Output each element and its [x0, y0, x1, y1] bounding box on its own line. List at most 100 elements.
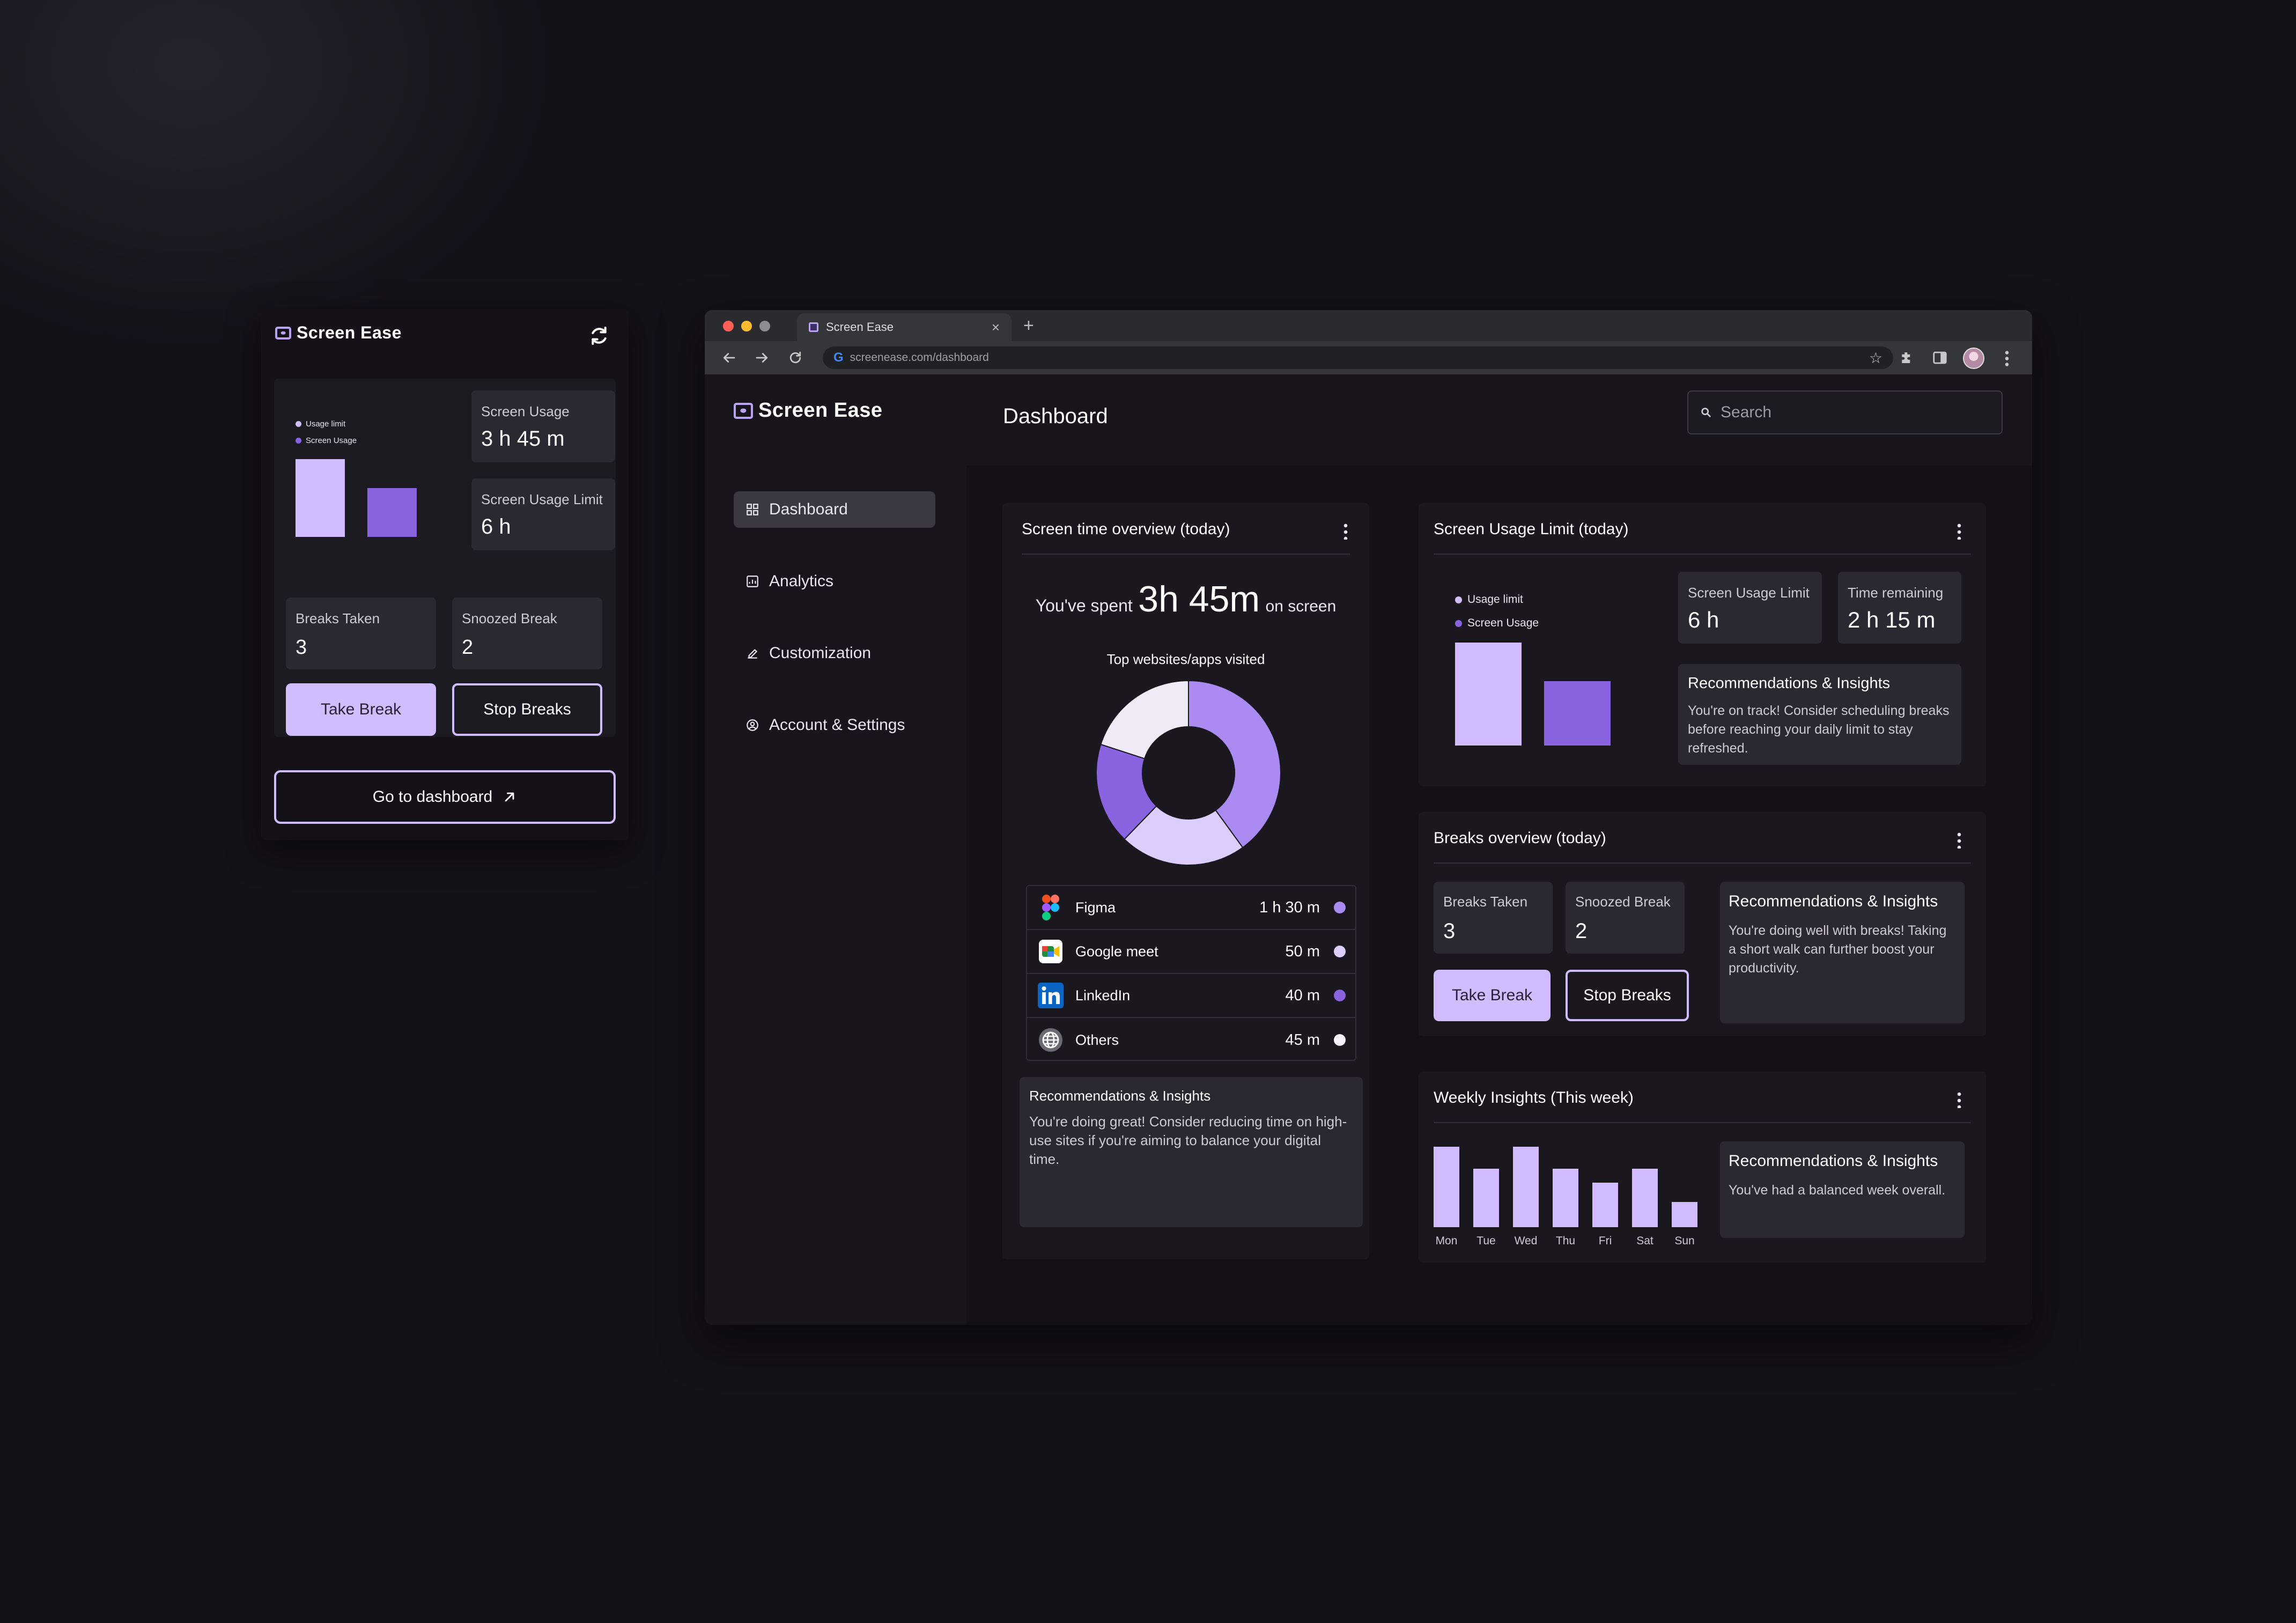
weekly-recommendations: Recommendations & Insights You've had a … [1720, 1141, 1965, 1238]
donut-slice-others [1100, 680, 1189, 759]
breaks-overview-panel: Breaks overview (today) Breaks Taken 3 S… [1419, 812, 1986, 1036]
popup-stop-breaks-button[interactable]: Stop Breaks [452, 683, 602, 736]
refresh-icon[interactable] [588, 325, 610, 346]
new-tab-icon[interactable]: + [1023, 315, 1034, 336]
go-to-dashboard-button[interactable]: Go to dashboard [274, 770, 616, 824]
app-name: Figma [1075, 899, 1116, 916]
popup-usage-panel: Usage limit Screen Usage Screen Usage 3 … [274, 379, 616, 588]
browser-tab[interactable]: Screen Ease × [797, 313, 1012, 341]
usage-limit-bar [296, 459, 345, 537]
profile-avatar[interactable] [1963, 348, 1984, 369]
stop-breaks-button[interactable]: Stop Breaks [1566, 970, 1689, 1021]
back-arrow-icon[interactable] [721, 350, 737, 366]
tab-favicon-icon [809, 322, 818, 332]
maximize-window-button[interactable] [759, 321, 770, 331]
donut-slice-linkedin [1096, 743, 1157, 840]
limit-menu-icon[interactable] [1957, 522, 1961, 540]
tab-close-icon[interactable]: × [991, 319, 1000, 335]
browser-menu-icon[interactable] [2005, 350, 2009, 367]
search-input[interactable]: Search [1687, 390, 2003, 434]
donut-slice-figma [1188, 680, 1281, 849]
popup-take-break-button[interactable]: Take Break [286, 683, 436, 736]
page-title: Dashboard [1003, 404, 1108, 428]
app-name: LinkedIn [1075, 987, 1131, 1004]
chart-icon [747, 576, 758, 587]
weekly-bar-sun [1672, 1202, 1697, 1227]
weekly-insights-panel: Weekly Insights (This week) Mon Tue Wed Thu… [1419, 1072, 1986, 1263]
app-color-dot [1334, 946, 1346, 957]
app-name: Google meet [1075, 943, 1158, 960]
screen-time-overview-panel: Screen time overview (today) You've spen… [1002, 503, 1369, 1259]
nav-customization[interactable]: Customization [734, 635, 935, 672]
app-color-dot [1334, 902, 1346, 913]
search-icon [1701, 408, 1711, 417]
weekly-label-wed: Wed [1514, 1235, 1538, 1247]
app-time: 1 h 30 m [1259, 898, 1320, 916]
take-break-button[interactable]: Take Break [1434, 970, 1551, 1021]
nav-analytics[interactable]: Analytics [734, 563, 935, 600]
google-icon: G [833, 350, 844, 365]
weekly-bar-thu [1553, 1169, 1578, 1227]
app-row-figma: Figma 1 h 30 m [1027, 886, 1355, 930]
dashboard-main: Screen time overview (today) You've spen… [966, 466, 2032, 1325]
weekly-bar-tue [1473, 1169, 1499, 1227]
popup-screen-usage-card: Screen Usage 3 h 45 m [471, 390, 615, 462]
app-time: 45 m [1285, 1031, 1320, 1049]
usage-limit-bar [1455, 643, 1522, 746]
popup-usage-chart [296, 459, 435, 577]
app-time: 40 m [1285, 986, 1320, 1004]
popup-brand: Screen Ease [275, 323, 402, 343]
extension-popup: Screen Ease Usage limit Screen Usage Scr… [261, 309, 629, 840]
address-bar: G screenease.com/dashboard ☆ [705, 341, 2032, 374]
overview-menu-icon[interactable] [1343, 522, 1348, 540]
nav-account-settings[interactable]: Account & Settings [734, 707, 935, 743]
breaks-recommendations: Recommendations & Insights You're doing … [1720, 882, 1965, 1023]
globe-icon [1037, 1027, 1065, 1053]
popup-legend: Usage limit Screen Usage [296, 419, 357, 445]
extensions-puzzle-icon[interactable] [1899, 350, 1915, 366]
weekly-label-sun: Sun [1674, 1235, 1695, 1247]
weekly-bar-chart: Mon Tue Wed Thu Fri Sat Sun [1434, 1136, 1712, 1251]
grid-icon [747, 504, 758, 515]
popup-breaks-taken-card: Breaks Taken 3 [286, 597, 436, 669]
breaks-taken-card: Breaks Taken 3 [1434, 882, 1553, 954]
user-circle-icon [747, 719, 758, 731]
limit-usage-limit-card: Screen Usage Limit 6 h [1678, 572, 1822, 644]
forward-arrow-icon[interactable] [754, 350, 770, 366]
app-color-dot [1334, 990, 1346, 1001]
top-apps-list: Figma 1 h 30 m Google meet 50 m LinkedIn… [1026, 885, 1356, 1061]
spent-summary: You've spent 3h 45m on screen [1035, 579, 1337, 619]
weekly-label-mon: Mon [1435, 1235, 1458, 1247]
weekly-label-sat: Sat [1636, 1235, 1653, 1247]
weekly-menu-icon[interactable] [1957, 1091, 1961, 1108]
screen-ease-logo-icon [275, 326, 291, 340]
app-brand: Screen Ease [734, 399, 883, 422]
weekly-label-fri: Fri [1598, 1235, 1612, 1247]
app: Screen Ease Dashboard Analytics Customiz… [705, 374, 2032, 1325]
linkedin-icon [1037, 983, 1065, 1008]
time-remaining-card: Time remaining 2 h 15 m [1838, 572, 1961, 644]
bookmark-star-icon[interactable]: ☆ [1869, 349, 1882, 366]
weekly-bar-fri [1592, 1183, 1618, 1227]
nav-dashboard[interactable]: Dashboard [734, 491, 935, 528]
breaks-menu-icon[interactable] [1957, 831, 1961, 849]
popup-snoozed-card: Snoozed Break 2 [452, 597, 602, 669]
screen-usage-bar [1544, 681, 1611, 746]
snoozed-break-card: Snoozed Break 2 [1566, 882, 1685, 954]
weekly-bar-sat [1632, 1169, 1658, 1227]
top-apps-donut-chart [1096, 680, 1281, 866]
reload-icon[interactable] [787, 350, 803, 366]
url-field[interactable]: G screenease.com/dashboard ☆ [823, 346, 1893, 369]
app-row-linkedin: LinkedIn 40 m [1027, 974, 1355, 1018]
close-window-button[interactable] [723, 321, 734, 331]
browser-window: Screen Ease × + G screenease.com/dashboa… [705, 310, 2032, 1325]
limit-legend: Usage limit Screen Usage [1455, 593, 1539, 630]
side-panel-icon[interactable] [1932, 350, 1948, 366]
weekly-bar-mon [1434, 1147, 1459, 1227]
screen-usage-bar [367, 488, 417, 537]
weekly-label-tue: Tue [1476, 1235, 1496, 1247]
pencil-icon [748, 649, 757, 659]
tab-bar: Screen Ease × + [705, 310, 2032, 341]
minimize-window-button[interactable] [741, 321, 752, 331]
app-name: Others [1075, 1031, 1119, 1048]
